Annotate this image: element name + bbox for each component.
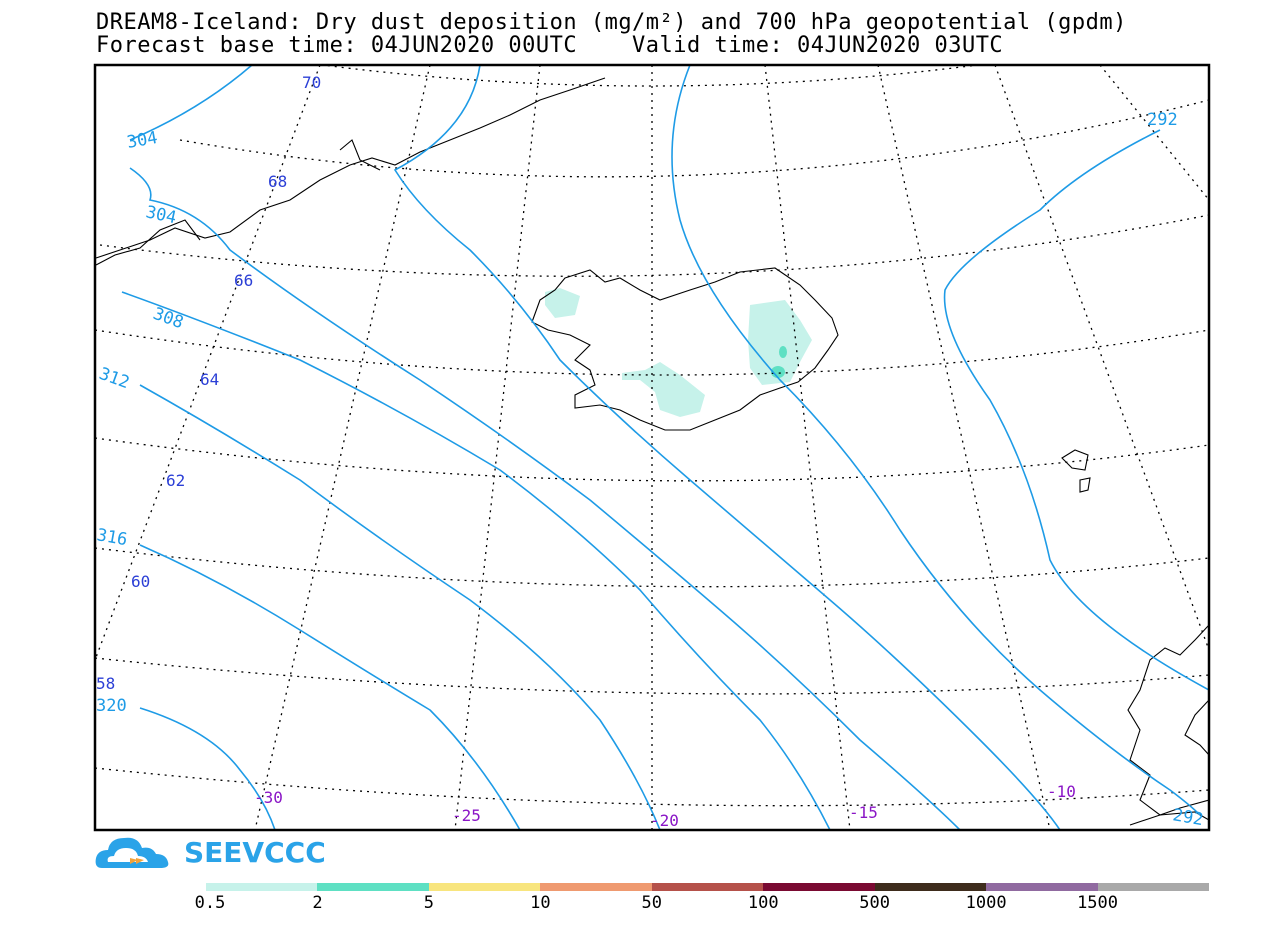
latitude-label: 58: [96, 674, 115, 693]
contour-label: 308: [150, 304, 186, 333]
colorbar-segment: [428, 883, 541, 891]
colorbar-segment: [763, 883, 875, 891]
latitude-label: 68: [268, 172, 287, 191]
latitude-label: 60: [131, 572, 150, 591]
map-subtitle-times: Forecast base time: 04JUN2020 00UTC Vali…: [96, 33, 1004, 58]
map-frame: [93, 63, 1211, 832]
colorbar-segment: [1097, 883, 1209, 891]
graticule-meridians: [95, 65, 1209, 830]
colorbar-label: 1500: [1077, 893, 1119, 913]
graticule-latitudes: [95, 65, 1209, 807]
contour-label: 292: [1171, 805, 1205, 830]
colorbar-label: 10: [530, 893, 551, 913]
colorbar-segment: [651, 883, 764, 891]
colorbar-label: 5: [423, 893, 434, 913]
cloud-logo-icon: [95, 837, 169, 868]
coastlines: [95, 77, 1209, 826]
colorbar-label: 50: [641, 893, 663, 913]
latitude-label: 70: [302, 73, 321, 92]
longitude-label: -20: [650, 811, 679, 830]
brand-name: SEEVCCC: [184, 836, 326, 869]
geopotential-contours: [121, 65, 1209, 830]
colorbar-segment: [874, 883, 987, 891]
colorbar-segment: [540, 883, 652, 891]
colorbar-label: 500: [859, 893, 891, 913]
longitude-label: -10: [1047, 782, 1076, 801]
colorbar-label: 1000: [965, 893, 1007, 913]
latitude-label: 64: [200, 370, 219, 389]
longitude-label: -25: [452, 806, 481, 825]
latitude-label: 66: [234, 271, 253, 290]
colorbar: [206, 883, 1209, 891]
colorbar-label: 2: [312, 893, 323, 913]
contour-label: 316: [95, 525, 129, 550]
longitude-label: -15: [849, 803, 878, 822]
longitude-label: -30: [254, 788, 283, 807]
colorbar-labels: 0.5 2 5 10 50 100 500 1000 1500: [0, 893, 1271, 915]
contour-label: 320: [96, 696, 127, 716]
colorbar-segment: [206, 883, 318, 891]
colorbar-segment: [986, 883, 1098, 891]
contour-label: 304: [125, 128, 159, 153]
map-title: DREAM8-Iceland: Dry dust deposition (mg/…: [96, 10, 1127, 35]
colorbar-segment: [317, 883, 429, 891]
colorbar-label: 100: [747, 893, 779, 913]
contour-label: 292: [1147, 110, 1178, 130]
contour-label: 312: [96, 364, 132, 393]
dust-deposition-shading: [545, 288, 812, 417]
latitude-label: 62: [166, 471, 185, 490]
colorbar-label: 0.5: [194, 893, 226, 913]
